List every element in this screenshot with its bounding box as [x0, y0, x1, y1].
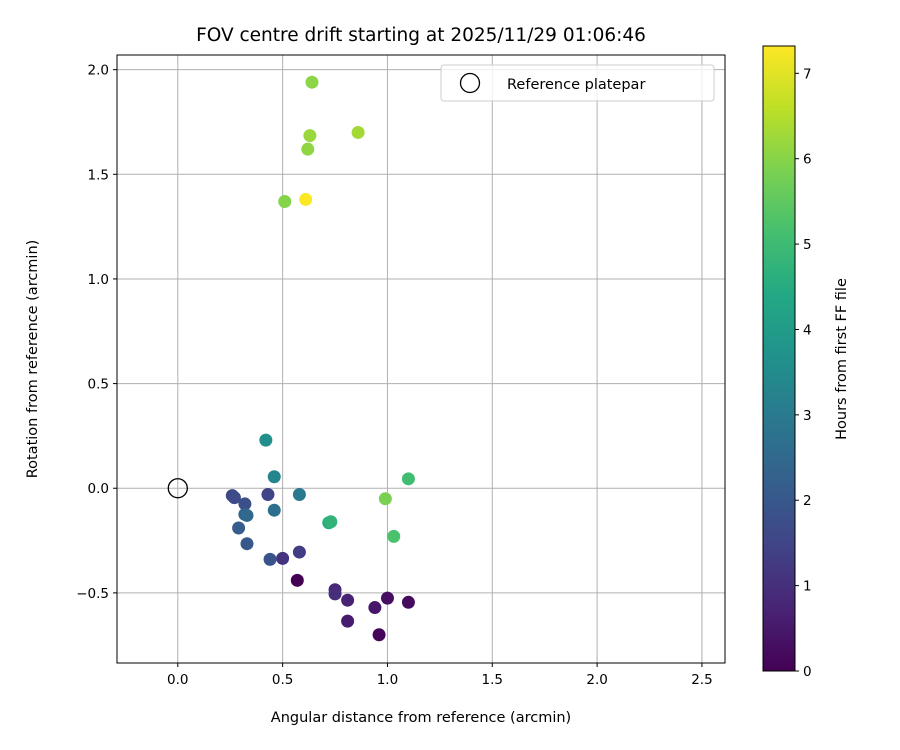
y-axis-label: Rotation from reference (arcmin): [25, 240, 41, 479]
data-point: [341, 614, 355, 628]
data-point: [227, 491, 241, 505]
chart-title: FOV centre drift starting at 2025/11/29 …: [196, 25, 646, 46]
data-point: [305, 75, 319, 89]
colorbar: 0 1 2 3 4 5 6 7 Hours from first FF file: [762, 45, 850, 680]
data-point: [238, 497, 252, 511]
y-axis-ticks: −0.5 0.0 0.5 1.0 1.5 2.0: [76, 63, 117, 602]
data-point: [292, 488, 306, 502]
data-point: [378, 492, 392, 506]
y-tick-label: 0.0: [88, 481, 109, 497]
colorbar-tick-label: 7: [803, 66, 812, 82]
colorbar-tick-label: 1: [803, 579, 812, 595]
y-tick-label: 2.0: [88, 63, 109, 79]
data-point: [368, 601, 382, 615]
reference-marker-layer: [167, 478, 188, 499]
data-point: [259, 433, 273, 447]
data-point: [232, 521, 246, 535]
colorbar-tick-label: 0: [803, 664, 812, 680]
data-point: [351, 125, 365, 139]
x-tick-label: 1.5: [482, 672, 503, 688]
data-point: [387, 529, 401, 543]
data-point: [292, 545, 306, 559]
colorbar-tick-label: 2: [803, 493, 812, 509]
data-point: [401, 472, 415, 486]
x-tick-label: 2.5: [691, 672, 712, 688]
x-tick-label: 1.0: [377, 672, 398, 688]
y-tick-label: −0.5: [76, 586, 109, 602]
data-point: [299, 192, 313, 206]
data-point: [276, 551, 290, 565]
data-point: [303, 129, 317, 143]
data-point: [261, 488, 275, 502]
legend-box: [440, 64, 715, 102]
data-point: [267, 470, 281, 484]
data-point: [301, 142, 315, 156]
colorbar-tick-label: 6: [803, 152, 812, 168]
x-axis-ticks: 0.0 0.5 1.0 1.5 2.0 2.5: [167, 663, 713, 688]
x-tick-label: 2.0: [586, 672, 607, 688]
data-point: [290, 573, 304, 587]
colorbar-ticks: 0 1 2 3 4 5 6 7: [795, 66, 812, 680]
data-point: [341, 593, 355, 607]
y-tick-label: 1.5: [88, 167, 109, 183]
x-tick-label: 0.5: [272, 672, 293, 688]
colorbar-gradient: [762, 45, 796, 672]
data-point: [278, 195, 292, 209]
data-point: [267, 503, 281, 517]
data-point: [240, 537, 254, 551]
data-point: [380, 591, 394, 605]
y-tick-label: 0.5: [88, 377, 109, 393]
colorbar-tick-label: 5: [803, 237, 812, 253]
data-point: [240, 508, 254, 522]
colorbar-tick-label: 4: [803, 322, 812, 338]
plot-frame: [116, 54, 726, 664]
legend-entry-reference: Reference platepar: [507, 77, 645, 93]
data-point: [401, 595, 415, 609]
y-tick-label: 1.0: [88, 272, 109, 288]
colorbar-label: Hours from first FF file: [834, 278, 850, 440]
data-point: [324, 515, 338, 529]
data-point: [263, 552, 277, 566]
grid: [117, 55, 725, 663]
x-axis-label: Angular distance from reference (arcmin): [271, 710, 571, 726]
legend-reference-marker: [459, 72, 481, 94]
data-point: [328, 587, 342, 601]
data-points: [225, 75, 415, 642]
data-point: [372, 628, 386, 642]
legend: Reference platepar: [440, 64, 715, 102]
colorbar-tick-label: 3: [803, 408, 812, 424]
reference-platepar-marker: [167, 478, 188, 499]
x-tick-label: 0.0: [167, 672, 188, 688]
